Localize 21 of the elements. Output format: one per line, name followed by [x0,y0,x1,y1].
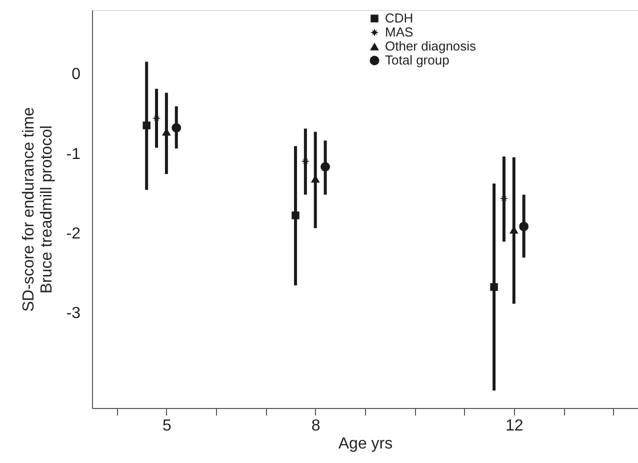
y-tick-label: -2 [66,225,81,242]
y-tick-label: -3 [66,304,81,322]
y-tick-label: -1 [66,146,81,163]
legend-label: Total group [385,52,450,68]
point [142,122,150,130]
x-tick-label: 12 [506,418,524,434]
point [490,283,498,291]
y-tick-label: 0 [72,66,81,84]
point [172,123,182,133]
point [292,211,300,220]
point [152,114,161,122]
x-tick-label: 8 [311,418,320,434]
legend-label: Other diagnosis [385,38,477,54]
x-tick-label: 5 [162,418,172,434]
legend-label: MAS [385,24,414,40]
point [301,157,310,166]
point [320,162,330,172]
point [519,222,529,232]
legend-label: CDH [385,10,414,26]
x-axis-title: Age yrs [338,436,393,452]
y-axis-title: SD-score for endurance time Bruce treadmill protocol [20,107,56,312]
